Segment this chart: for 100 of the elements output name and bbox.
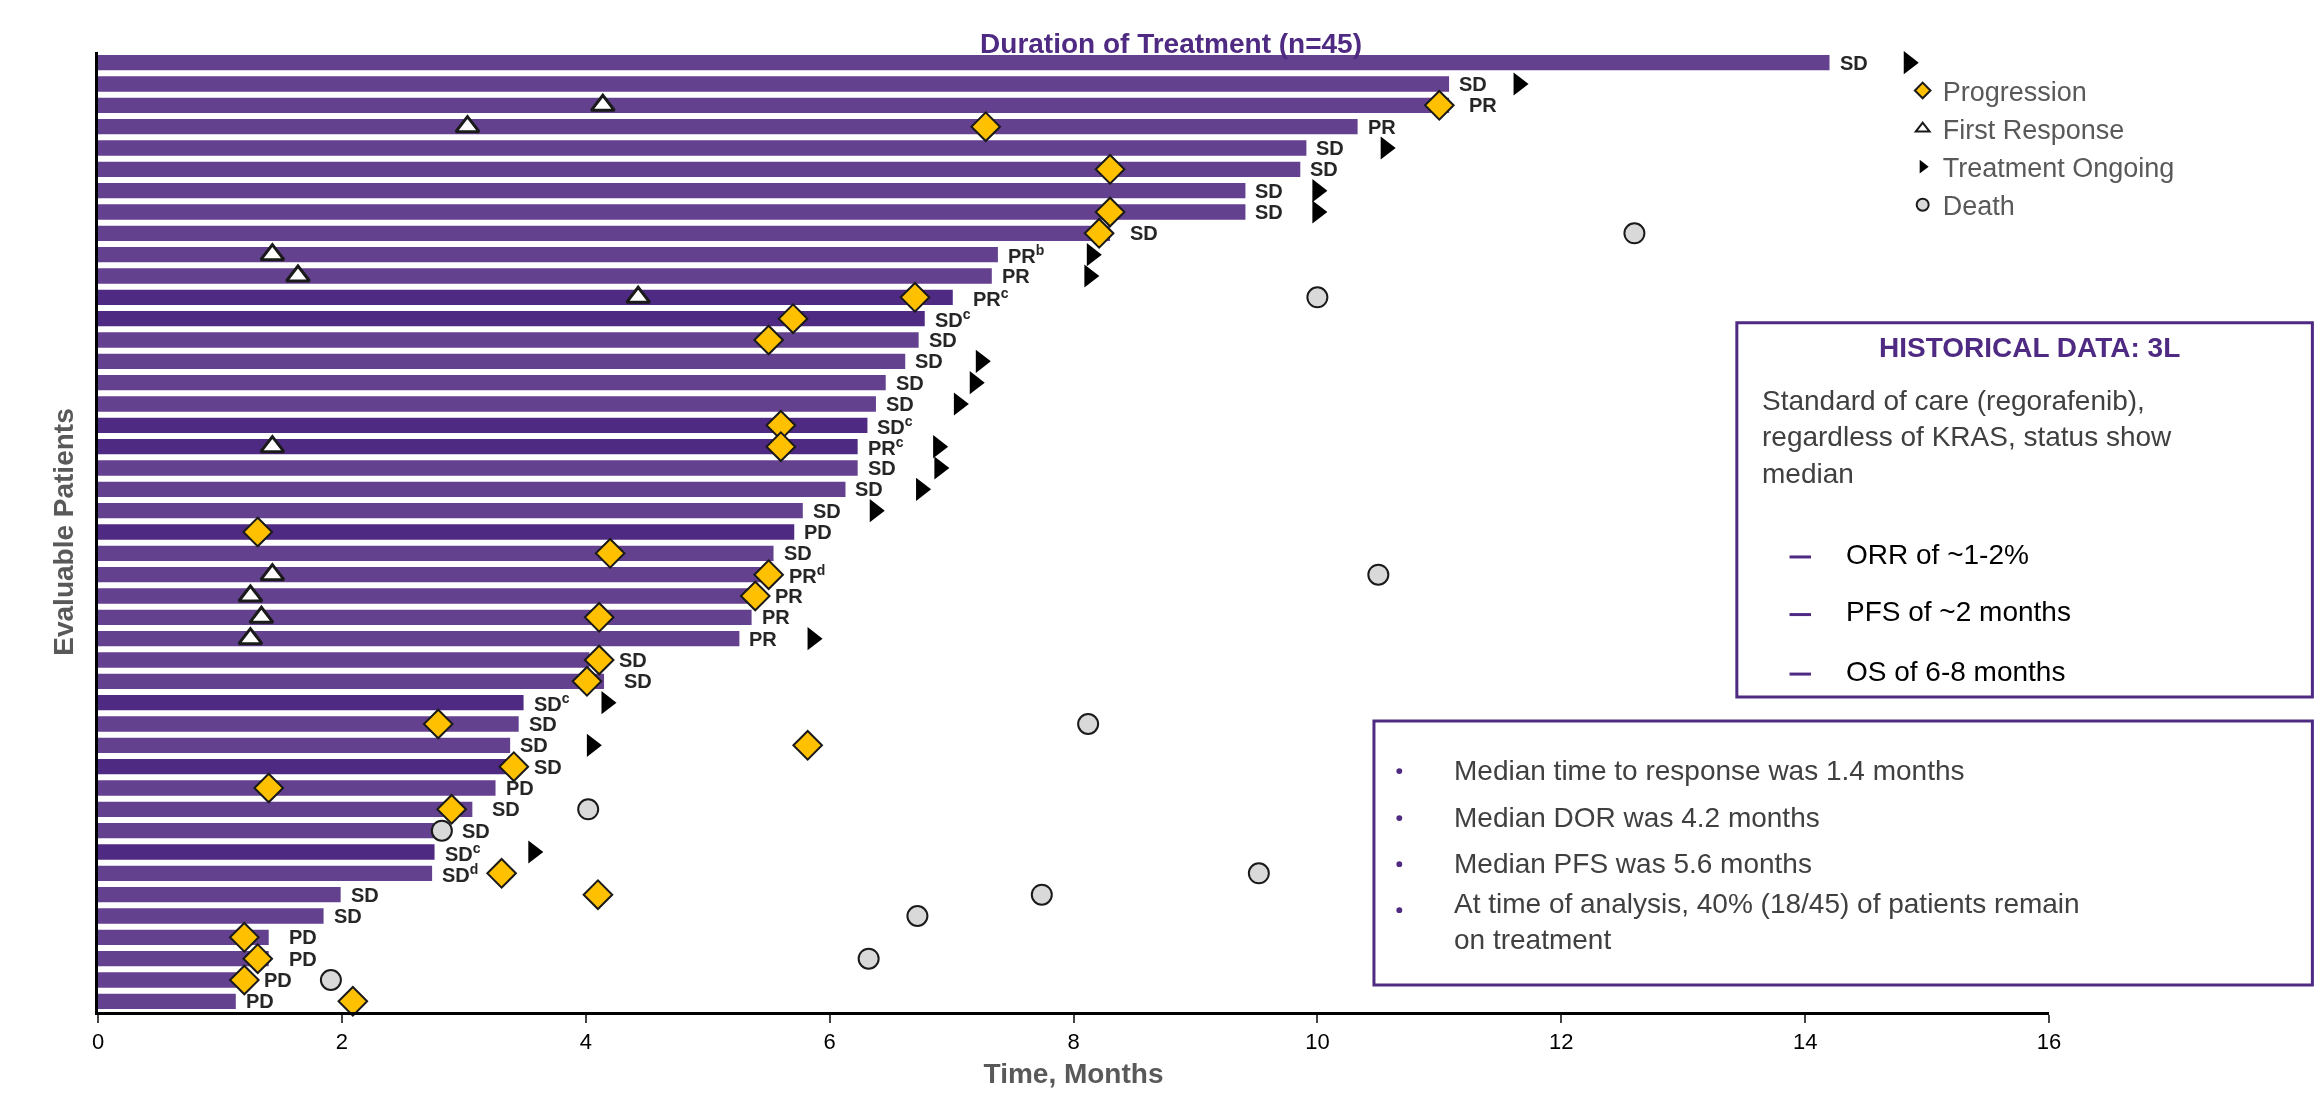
point bbox=[583, 602, 615, 633]
point bbox=[583, 644, 615, 676]
x-tick-label: 16 bbox=[2036, 1029, 2062, 1055]
data-label: SD bbox=[896, 372, 924, 394]
bar bbox=[98, 438, 858, 455]
data-label: SD bbox=[1310, 158, 1338, 180]
point bbox=[577, 798, 600, 821]
bar bbox=[98, 182, 1246, 199]
bar bbox=[98, 161, 1301, 178]
legend-label: First Response bbox=[1942, 115, 2125, 146]
bar bbox=[98, 886, 341, 903]
data-label: SD bbox=[886, 393, 914, 415]
data-label: SD bbox=[334, 905, 362, 927]
point bbox=[571, 666, 603, 697]
x-tick-label: 14 bbox=[1792, 1029, 1818, 1055]
point bbox=[1083, 218, 1115, 249]
data-label: PD bbox=[246, 990, 274, 1012]
data-label: SD bbox=[855, 478, 883, 500]
data-label: SD bbox=[1255, 201, 1283, 223]
point bbox=[498, 751, 530, 782]
bar bbox=[98, 481, 846, 498]
point bbox=[1030, 883, 1053, 906]
data-label: SD bbox=[351, 884, 379, 906]
point bbox=[765, 431, 797, 462]
data-label: SD bbox=[1459, 73, 1487, 95]
x-tick-label: 10 bbox=[1305, 1029, 1330, 1055]
bar bbox=[98, 396, 876, 412]
data-label: SD bbox=[1316, 137, 1344, 159]
bar bbox=[98, 374, 886, 391]
bar bbox=[98, 780, 496, 796]
data-label: SD bbox=[813, 500, 841, 522]
bar bbox=[98, 332, 919, 348]
point bbox=[319, 969, 342, 991]
bar bbox=[98, 204, 1246, 220]
data-label: SD bbox=[462, 820, 490, 842]
data-label: SD bbox=[784, 542, 812, 564]
bar bbox=[98, 673, 605, 690]
bar bbox=[98, 460, 858, 476]
bar bbox=[98, 844, 435, 860]
point bbox=[1623, 222, 1646, 245]
data-label: SD bbox=[929, 329, 957, 351]
bar bbox=[98, 353, 906, 370]
x-tick-label: 0 bbox=[91, 1029, 105, 1055]
data-label: SD bbox=[492, 798, 520, 820]
bar bbox=[98, 609, 752, 626]
bar bbox=[98, 737, 511, 754]
bar bbox=[98, 417, 868, 434]
annotation: PFS of ~2 months bbox=[1846, 596, 2071, 627]
annotation: Median PFS was 5.6 months bbox=[1454, 848, 1812, 879]
x-tick-label: 6 bbox=[823, 1029, 836, 1055]
point bbox=[486, 858, 517, 889]
annotation: HISTORICAL DATA: 3L bbox=[1879, 332, 2181, 363]
point bbox=[1094, 196, 1126, 228]
data-label: SD bbox=[1255, 180, 1283, 202]
data-label: PR bbox=[749, 628, 778, 650]
point bbox=[430, 819, 453, 842]
y-axis-title: Evaluable Patients bbox=[47, 408, 79, 656]
point bbox=[242, 516, 274, 548]
data-label: PR bbox=[775, 585, 804, 607]
point bbox=[1306, 286, 1329, 309]
point bbox=[436, 794, 467, 825]
point bbox=[906, 905, 929, 927]
data-label: SD bbox=[529, 713, 557, 735]
bar bbox=[98, 310, 925, 327]
point bbox=[422, 708, 454, 740]
annotation: Standard of care (regorafenib), regardless of KRAS, status show median bbox=[1762, 385, 2173, 489]
data-label: PD bbox=[804, 521, 832, 543]
legend-label: Progression bbox=[1942, 76, 2087, 107]
point bbox=[1367, 563, 1390, 586]
point bbox=[253, 772, 285, 804]
point bbox=[594, 538, 626, 569]
bar bbox=[98, 652, 590, 668]
bar bbox=[98, 289, 953, 306]
x-tick-label: 12 bbox=[1549, 1029, 1574, 1055]
annotation: OS of 6-8 months bbox=[1846, 656, 2066, 687]
bar bbox=[98, 268, 992, 284]
point bbox=[753, 559, 784, 590]
data-label: PR bbox=[1002, 265, 1031, 287]
data-label: SD bbox=[1840, 52, 1868, 74]
bar bbox=[98, 758, 507, 775]
bar bbox=[98, 225, 1111, 242]
point bbox=[792, 730, 823, 761]
point bbox=[970, 111, 1002, 142]
point bbox=[1077, 713, 1100, 735]
chart-title: Duration of Treatment (n=45) bbox=[980, 28, 1363, 60]
bar bbox=[98, 993, 236, 1010]
data-label: PR$^{d}$ bbox=[789, 562, 826, 588]
data-label: PD bbox=[264, 969, 292, 991]
point bbox=[899, 282, 931, 313]
data-label: PR$^{c}$ bbox=[973, 285, 1009, 311]
data-label: SD$^{c}$ bbox=[534, 690, 570, 716]
point bbox=[1094, 154, 1126, 185]
annotation: Median time to response was 1.4 months bbox=[1454, 755, 1965, 786]
data-label: SD bbox=[534, 756, 562, 778]
bar bbox=[98, 246, 998, 263]
x-axis-title: Time, Months bbox=[983, 1057, 1164, 1089]
data-label: SD bbox=[868, 457, 896, 479]
data-label: PR bbox=[1368, 116, 1397, 138]
annotation: Median DOR was 4.2 months bbox=[1454, 802, 1820, 833]
bar bbox=[98, 694, 524, 711]
